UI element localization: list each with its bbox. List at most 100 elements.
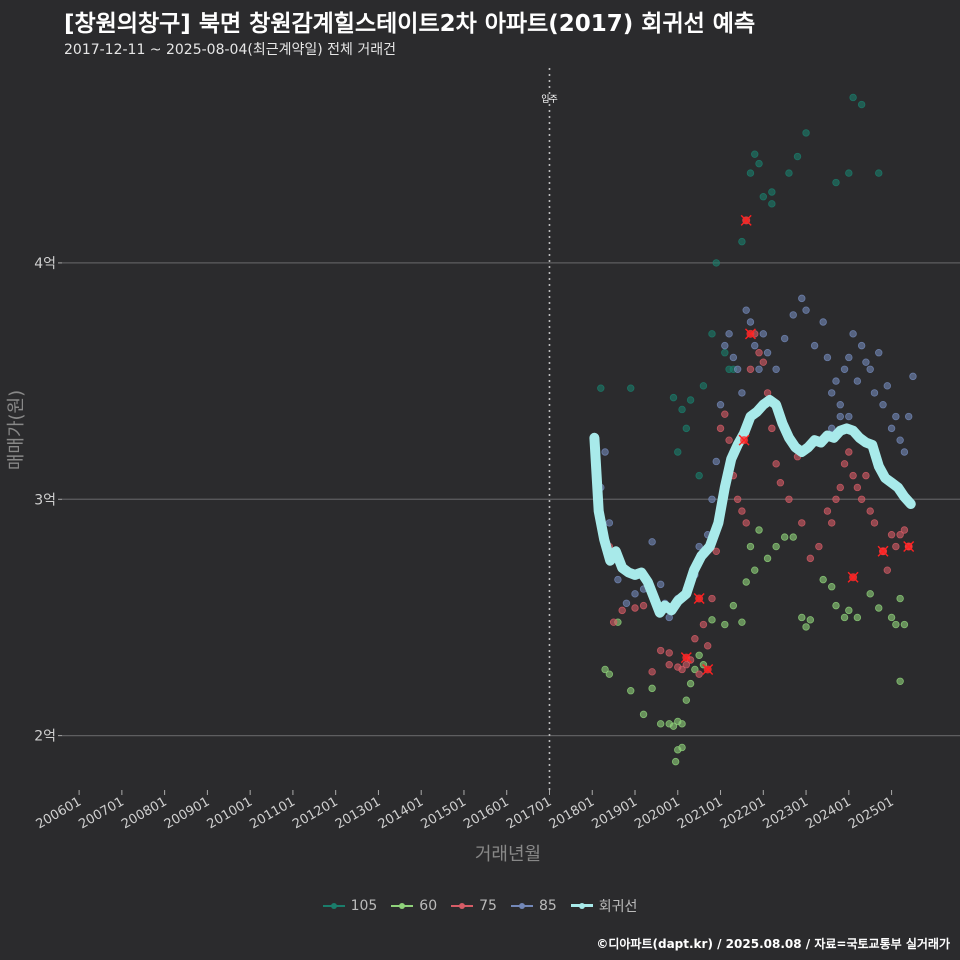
point-85	[900, 448, 909, 456]
x-tick-label: 200901	[162, 794, 212, 832]
point-75	[866, 507, 874, 515]
x-tick-label: 202201	[718, 794, 768, 832]
legend-swatch	[510, 896, 533, 916]
x-tick-label: 202001	[632, 794, 682, 832]
point-75	[832, 495, 840, 503]
point-75	[883, 566, 892, 574]
point-60	[627, 687, 635, 695]
point-105	[695, 471, 703, 480]
point-60	[798, 613, 806, 622]
point-60	[789, 533, 797, 541]
legend-label: 105	[350, 898, 378, 914]
point-60	[866, 590, 874, 598]
highlight-cross	[740, 214, 752, 226]
point-85	[695, 542, 703, 551]
x-tick-label: 202501	[846, 794, 896, 832]
point-75	[892, 542, 900, 551]
point-85	[810, 341, 819, 350]
point-85	[883, 382, 892, 390]
point-60	[682, 696, 691, 704]
point-85	[887, 424, 896, 433]
point-60	[738, 618, 746, 626]
point-85	[862, 358, 870, 366]
point-60	[721, 620, 729, 629]
point-85	[648, 538, 656, 546]
point-85	[879, 401, 887, 409]
point-75	[708, 594, 716, 603]
point-85	[733, 365, 742, 373]
point-105	[712, 259, 720, 267]
point-85	[798, 294, 806, 303]
point-75	[862, 471, 870, 480]
x-tick-label: 201501	[418, 794, 468, 832]
point-60	[819, 575, 827, 584]
point-75	[836, 483, 844, 492]
point-85	[892, 412, 900, 421]
point-85	[656, 580, 665, 589]
point-105	[686, 396, 695, 404]
point-85	[755, 365, 763, 373]
highlight-cross	[693, 593, 705, 605]
point-75	[639, 601, 648, 610]
point-85	[746, 318, 755, 326]
point-75	[631, 604, 639, 612]
x-tick-label: 200601	[34, 794, 84, 832]
point-75	[806, 554, 815, 563]
point-75	[798, 519, 806, 527]
point-85	[840, 365, 849, 373]
point-60	[601, 665, 609, 674]
point-85	[721, 341, 729, 350]
highlight-cross	[877, 545, 889, 557]
point-60	[806, 616, 815, 624]
legend-label: 60	[419, 898, 438, 914]
point-60	[896, 677, 904, 685]
point-60	[832, 601, 840, 610]
point-60	[691, 665, 699, 674]
point-60	[746, 542, 755, 551]
point-105	[746, 169, 755, 177]
highlight-points	[680, 214, 915, 675]
x-tick-label: 201801	[547, 794, 597, 832]
point-85	[853, 377, 862, 385]
point-60	[887, 613, 896, 622]
point-75	[815, 542, 823, 551]
point-105	[845, 169, 853, 177]
point-85	[819, 318, 827, 326]
point-75	[857, 495, 866, 503]
point-75	[742, 519, 750, 527]
point-75	[823, 507, 832, 515]
point-75	[759, 358, 767, 366]
point-85	[601, 448, 609, 456]
point-105	[751, 150, 759, 158]
point-75	[738, 507, 746, 515]
point-75	[721, 410, 729, 418]
legend-item-105: 105	[322, 896, 378, 916]
x-tick-label: 201001	[205, 794, 255, 832]
point-75	[828, 519, 836, 527]
point-75	[900, 526, 909, 534]
annotation-layer: 입주	[541, 68, 558, 790]
point-105	[674, 448, 682, 456]
point-60	[845, 606, 853, 615]
x-tick-label: 201701	[504, 794, 554, 832]
point-105	[755, 159, 763, 168]
point-85	[729, 353, 738, 362]
legend-swatch	[570, 896, 593, 916]
legend-label: 85	[538, 898, 557, 914]
legend: 105 60 75 85 회귀선	[0, 896, 960, 916]
point-60	[648, 684, 656, 693]
point-60	[708, 616, 716, 624]
point-85	[828, 389, 836, 397]
point-85	[772, 365, 780, 373]
point-60	[678, 720, 686, 728]
point-85	[870, 389, 879, 397]
point-85	[909, 372, 917, 381]
point-85	[802, 306, 810, 314]
point-75	[840, 460, 849, 468]
legend-label: 회귀선	[598, 899, 638, 915]
point-85	[823, 353, 832, 362]
point-75	[768, 424, 776, 433]
point-85	[759, 330, 767, 338]
point-60	[751, 566, 759, 574]
